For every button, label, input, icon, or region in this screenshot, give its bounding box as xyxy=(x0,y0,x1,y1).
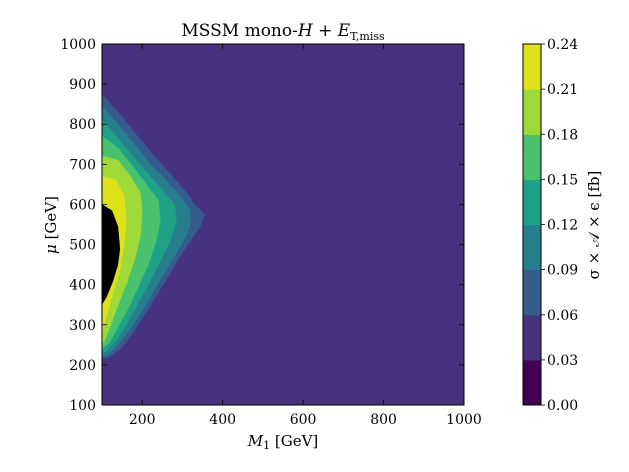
colorbar-segment xyxy=(523,44,541,90)
y-axis-label: μ [GeV] xyxy=(42,196,60,254)
contour-region-8 xyxy=(102,204,121,305)
colorbar-tick-label: 0.03 xyxy=(547,353,578,369)
colorbar-segment xyxy=(523,134,541,180)
colorbar-segment xyxy=(523,224,541,271)
x-tick-label: 800 xyxy=(370,412,397,428)
x-tick-label: 200 xyxy=(129,412,156,428)
y-tick-label: 900 xyxy=(69,77,96,93)
colorbar-tick-label: 0.12 xyxy=(547,218,578,234)
y-tick-label: 400 xyxy=(69,278,96,294)
colorbar-segment xyxy=(523,179,541,225)
y-tick-label: 600 xyxy=(69,197,96,213)
x-axis-label: M1 [GeV] xyxy=(247,432,319,452)
colorbar-tick-label: 0.06 xyxy=(547,308,578,324)
y-tick-label: 100 xyxy=(69,398,96,414)
chart-title: MSSM mono-H + ET,miss xyxy=(181,21,385,43)
y-axis-ticks: 100 200 300 400 500 600 700 800 900 1000 xyxy=(60,37,464,414)
x-axis-ticks: 200 400 600 800 1000 xyxy=(129,44,482,428)
colorbar-tick-label: 0.00 xyxy=(547,398,578,414)
colorbar-segment xyxy=(523,314,541,361)
colorbar-segment xyxy=(523,359,541,406)
contour-region-1 xyxy=(166,346,336,406)
colorbar-tick-label: 0.18 xyxy=(547,127,578,143)
plot-area xyxy=(101,43,465,406)
y-tick-label: 800 xyxy=(69,117,96,133)
colorbar-tick-label: 0.15 xyxy=(547,172,578,188)
plot-frame xyxy=(101,43,465,406)
y-tick-label: 700 xyxy=(69,157,96,173)
colorbar-tick-label: 0.21 xyxy=(547,82,578,98)
y-tick-label: 1000 xyxy=(60,37,96,53)
x-tick-label: 1000 xyxy=(446,412,482,428)
colorbar: 0.00 0.03 0.06 0.09 0.12 0.15 0.18 0.21 0.24 xyxy=(522,37,578,414)
colorbar-segment xyxy=(523,269,541,316)
colorbar-tick-label: 0.24 xyxy=(547,37,578,53)
y-tick-label: 300 xyxy=(69,318,96,334)
colorbar-tick-label: 0.09 xyxy=(547,263,578,279)
y-tick-label: 500 xyxy=(69,238,96,254)
colorbar-label: σ × 𝒜 × ϵ [fb] xyxy=(585,171,603,280)
x-tick-label: 400 xyxy=(209,412,236,428)
colorbar-segment xyxy=(523,89,541,135)
y-tick-label: 200 xyxy=(69,358,96,374)
x-tick-label: 600 xyxy=(290,412,317,428)
